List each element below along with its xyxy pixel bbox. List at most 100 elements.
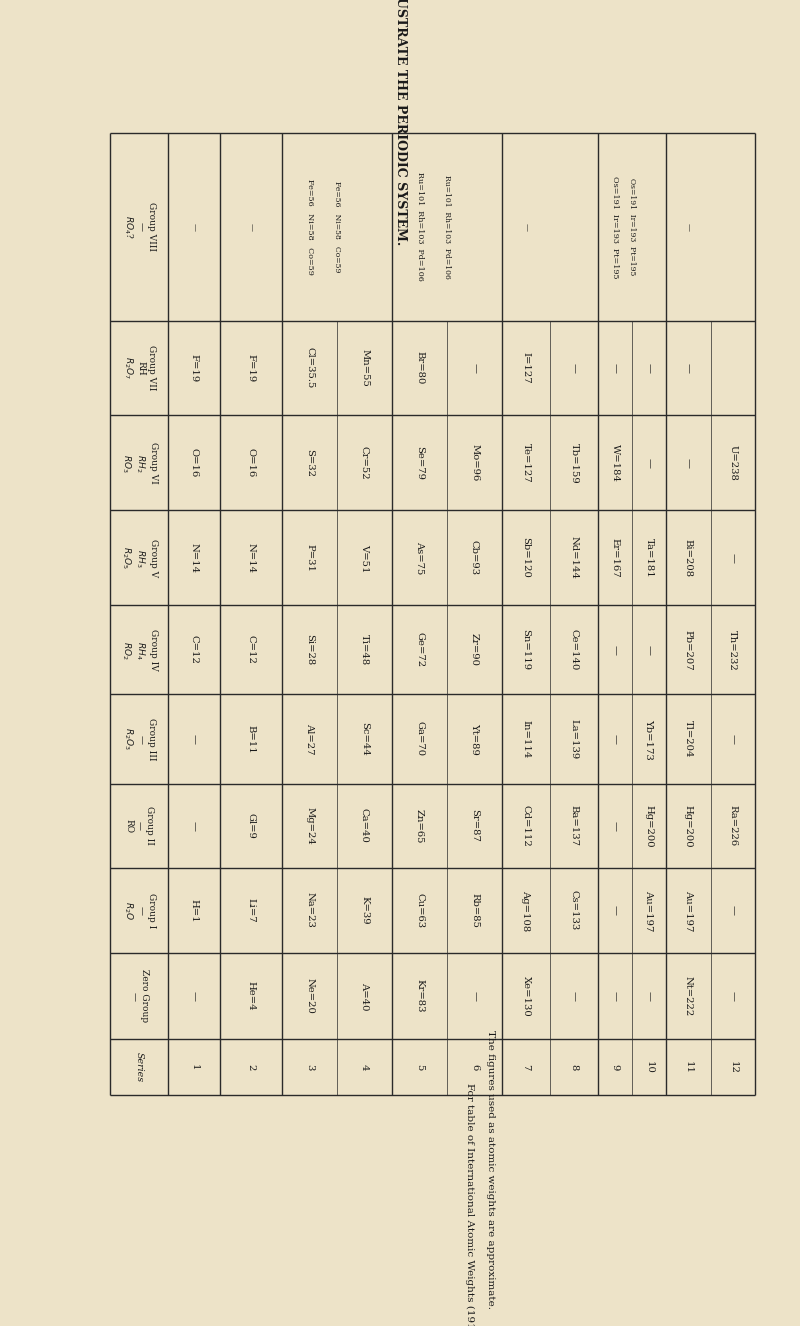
Text: La=139: La=139 — [570, 719, 578, 760]
Text: —: — — [610, 991, 619, 1001]
Text: Se=79: Se=79 — [415, 446, 424, 480]
Text: —: — — [684, 457, 693, 468]
Text: Zr=90: Zr=90 — [470, 634, 479, 667]
Text: F=19: F=19 — [190, 354, 198, 382]
Text: Yt=89: Yt=89 — [470, 723, 479, 754]
Text: 2: 2 — [246, 1063, 255, 1070]
Text: —: — — [684, 363, 693, 373]
Text: 6: 6 — [470, 1063, 479, 1070]
Text: —: — — [684, 223, 692, 231]
Text: Ga=70: Ga=70 — [415, 721, 424, 757]
Text: Group V
$RH_3$
$R_2O_5$: Group V $RH_3$ $R_2O_5$ — [120, 538, 158, 577]
Text: Ti=48: Ti=48 — [360, 634, 369, 666]
Text: —: — — [570, 991, 578, 1001]
Text: Zero Group
—: Zero Group — — [130, 969, 149, 1022]
Text: K=39: K=39 — [360, 896, 369, 924]
Text: Fe=56   Ni=58   Co=59: Fe=56 Ni=58 Co=59 — [333, 182, 341, 272]
Text: —: — — [728, 735, 738, 744]
Text: Mo=96: Mo=96 — [470, 444, 479, 481]
Text: He=4: He=4 — [246, 981, 255, 1010]
Text: 8: 8 — [570, 1063, 578, 1070]
Text: Fe=56   Ni=58   Co=59: Fe=56 Ni=58 Co=59 — [306, 179, 314, 274]
Text: Group VI
$RH_2$
$RO_3$: Group VI $RH_2$ $RO_3$ — [120, 442, 158, 484]
Text: Ba=137: Ba=137 — [570, 805, 578, 846]
Text: —: — — [470, 363, 479, 373]
Text: F=19: F=19 — [246, 354, 255, 382]
Text: —: — — [645, 457, 654, 468]
Text: 4: 4 — [360, 1063, 369, 1070]
Text: —: — — [522, 223, 530, 231]
Text: —: — — [610, 735, 619, 744]
Text: As=75: As=75 — [415, 541, 424, 574]
Text: O=16: O=16 — [190, 448, 198, 477]
Text: —: — — [610, 644, 619, 655]
Text: Rb=85: Rb=85 — [470, 892, 479, 928]
Text: —: — — [190, 223, 198, 231]
Text: Ge=72: Ge=72 — [415, 633, 424, 667]
Text: Nd=144: Nd=144 — [570, 536, 578, 579]
Text: Cd=112: Cd=112 — [522, 805, 530, 847]
Text: 3: 3 — [305, 1063, 314, 1070]
Text: —: — — [190, 821, 198, 831]
Text: —: — — [728, 906, 738, 915]
Text: Th=232: Th=232 — [728, 630, 738, 670]
Text: Kr=83: Kr=83 — [415, 980, 424, 1013]
Text: Er=167: Er=167 — [610, 538, 619, 578]
Text: Sb=120: Sb=120 — [522, 537, 530, 578]
Text: Tb=159: Tb=159 — [570, 443, 578, 483]
Text: TABLE TO ILLUSTRATE THE PERIODIC SYSTEM.: TABLE TO ILLUSTRATE THE PERIODIC SYSTEM. — [394, 0, 406, 245]
Text: —: — — [190, 991, 198, 1001]
Text: —: — — [610, 821, 619, 831]
Text: Ta=181: Ta=181 — [645, 538, 654, 578]
Text: Group I
—
$R_2O$: Group I — $R_2O$ — [122, 892, 156, 928]
Text: Cr=52: Cr=52 — [360, 446, 369, 480]
Text: Ru=101  Rh=103  Pd=106: Ru=101 Rh=103 Pd=106 — [415, 172, 423, 281]
Text: Au=197: Au=197 — [645, 890, 654, 931]
Text: Group IV
$RH_4$
$RO_2$: Group IV $RH_4$ $RO_2$ — [120, 629, 158, 671]
Text: 12: 12 — [728, 1061, 738, 1074]
Text: —: — — [190, 735, 198, 744]
Text: N=14: N=14 — [246, 542, 255, 573]
Text: Ra=226: Ra=226 — [728, 805, 738, 846]
Text: Group VIII
—
$RO_4$?: Group VIII — $RO_4$? — [122, 203, 156, 251]
Text: Ne=20: Ne=20 — [305, 979, 314, 1014]
Text: P=31: P=31 — [305, 544, 314, 572]
Text: Group II
—
RO: Group II — RO — [124, 806, 154, 845]
Text: Sr=87: Sr=87 — [470, 809, 479, 842]
Text: Gl=9: Gl=9 — [246, 813, 255, 839]
Text: Ca=40: Ca=40 — [360, 809, 369, 843]
Text: H=1: H=1 — [190, 899, 198, 922]
Text: Ce=140: Ce=140 — [570, 630, 578, 671]
Text: Group III
—
$R_2O_3$: Group III — $R_2O_3$ — [122, 717, 156, 760]
Text: 10: 10 — [645, 1061, 654, 1074]
Text: Na=23: Na=23 — [305, 892, 314, 928]
Text: W=184: W=184 — [610, 444, 619, 481]
Text: Al=27: Al=27 — [305, 723, 314, 754]
Text: —: — — [728, 553, 738, 562]
Text: Hg=200: Hg=200 — [645, 805, 654, 847]
Text: —: — — [247, 223, 255, 231]
Text: For table of International Atomic Weights (1918), see page 27.: For table of International Atomic Weight… — [466, 1083, 474, 1326]
Text: Cb=93: Cb=93 — [470, 540, 479, 575]
Text: Br=80: Br=80 — [415, 351, 424, 385]
Text: Ag=108: Ag=108 — [522, 890, 530, 931]
Text: Nt=222: Nt=222 — [684, 976, 693, 1016]
Text: —: — — [610, 906, 619, 915]
Text: N=14: N=14 — [190, 542, 198, 573]
Text: 1: 1 — [190, 1063, 198, 1070]
Text: A=40: A=40 — [360, 981, 369, 1010]
Text: 11: 11 — [684, 1061, 693, 1074]
Text: Os=191  Ir=193  Pt=195: Os=191 Ir=193 Pt=195 — [628, 178, 636, 276]
Text: Te=127: Te=127 — [522, 443, 530, 483]
Text: Zn=65: Zn=65 — [415, 809, 424, 843]
Text: Os=191  Ir=193  Pt=195: Os=191 Ir=193 Pt=195 — [611, 175, 619, 278]
Text: In=114: In=114 — [522, 720, 530, 758]
Text: Hg=200: Hg=200 — [684, 805, 693, 847]
Text: U=238: U=238 — [728, 446, 738, 481]
Text: Series: Series — [134, 1052, 143, 1082]
Text: Pb=207: Pb=207 — [684, 630, 693, 670]
Text: The figures used as atomic weights are approximate.: The figures used as atomic weights are a… — [486, 1030, 494, 1310]
Text: I=127: I=127 — [522, 353, 530, 383]
Text: Mn=55: Mn=55 — [360, 349, 369, 387]
Text: —: — — [728, 991, 738, 1001]
